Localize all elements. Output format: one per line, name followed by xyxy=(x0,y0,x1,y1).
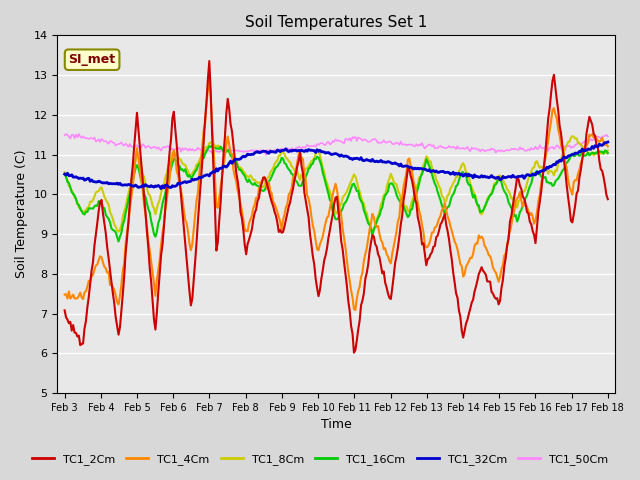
Legend: TC1_2Cm, TC1_4Cm, TC1_8Cm, TC1_16Cm, TC1_32Cm, TC1_50Cm: TC1_2Cm, TC1_4Cm, TC1_8Cm, TC1_16Cm, TC1… xyxy=(28,450,612,469)
TC1_4Cm xyxy=(79,296,87,302)
TC1_50Cm xyxy=(262,152,270,158)
TC1_4Cm xyxy=(96,253,104,259)
TC1_2Cm xyxy=(451,280,458,286)
TC1_50Cm xyxy=(61,132,68,138)
Line: TC1_2Cm: TC1_2Cm xyxy=(65,61,608,353)
Line: TC1_32Cm: TC1_32Cm xyxy=(65,142,608,189)
TC1_16Cm xyxy=(603,148,611,154)
TC1_2Cm xyxy=(350,350,358,356)
TC1_16Cm xyxy=(451,188,458,194)
TC1_50Cm xyxy=(81,135,88,141)
TC1_32Cm xyxy=(601,140,609,145)
TC1_32Cm xyxy=(96,179,104,185)
Title: Soil Temperatures Set 1: Soil Temperatures Set 1 xyxy=(245,15,428,30)
TC1_16Cm xyxy=(532,170,540,176)
TC1_8Cm xyxy=(603,150,611,156)
TC1_4Cm xyxy=(205,76,213,82)
TC1_8Cm xyxy=(530,165,538,170)
TC1_4Cm xyxy=(604,144,612,149)
TC1_2Cm xyxy=(79,340,87,346)
X-axis label: Time: Time xyxy=(321,419,351,432)
TC1_4Cm xyxy=(61,292,68,298)
Line: TC1_50Cm: TC1_50Cm xyxy=(65,134,608,155)
TC1_50Cm xyxy=(451,144,458,150)
TC1_16Cm xyxy=(115,239,122,244)
TC1_8Cm xyxy=(61,169,68,175)
TC1_32Cm xyxy=(342,153,349,159)
TC1_32Cm xyxy=(61,171,68,177)
TC1_32Cm xyxy=(604,139,612,145)
TC1_2Cm xyxy=(603,192,611,198)
TC1_4Cm xyxy=(342,244,349,250)
TC1_16Cm xyxy=(79,211,87,216)
TC1_50Cm xyxy=(603,132,611,138)
TC1_50Cm xyxy=(532,144,540,150)
TC1_50Cm xyxy=(98,136,106,142)
TC1_16Cm xyxy=(208,143,216,148)
Line: TC1_8Cm: TC1_8Cm xyxy=(65,136,608,234)
Line: TC1_16Cm: TC1_16Cm xyxy=(65,145,608,241)
Line: TC1_4Cm: TC1_4Cm xyxy=(65,79,608,310)
TC1_32Cm xyxy=(79,175,87,181)
TC1_16Cm xyxy=(604,150,612,156)
TC1_16Cm xyxy=(343,197,351,203)
TC1_4Cm xyxy=(451,239,458,244)
TC1_2Cm xyxy=(96,199,104,205)
TC1_8Cm xyxy=(79,209,87,215)
TC1_32Cm xyxy=(157,186,165,192)
TC1_8Cm xyxy=(604,148,612,154)
TC1_4Cm xyxy=(351,307,359,313)
TC1_8Cm xyxy=(449,180,457,186)
TC1_2Cm xyxy=(61,308,68,313)
TC1_2Cm xyxy=(342,271,349,276)
Y-axis label: Soil Temperature (C): Soil Temperature (C) xyxy=(15,150,28,278)
TC1_4Cm xyxy=(603,142,611,147)
TC1_8Cm xyxy=(568,133,576,139)
TC1_8Cm xyxy=(369,231,376,237)
TC1_2Cm xyxy=(532,240,540,246)
TC1_16Cm xyxy=(61,171,68,177)
TC1_2Cm xyxy=(604,196,612,202)
TC1_32Cm xyxy=(449,169,457,175)
TC1_50Cm xyxy=(75,131,83,137)
TC1_8Cm xyxy=(96,186,104,192)
TC1_32Cm xyxy=(530,172,538,178)
TC1_16Cm xyxy=(96,200,104,205)
TC1_8Cm xyxy=(340,193,348,199)
Text: SI_met: SI_met xyxy=(68,53,116,66)
TC1_50Cm xyxy=(343,136,351,142)
TC1_50Cm xyxy=(604,133,612,139)
TC1_2Cm xyxy=(205,58,213,64)
TC1_4Cm xyxy=(532,217,540,223)
